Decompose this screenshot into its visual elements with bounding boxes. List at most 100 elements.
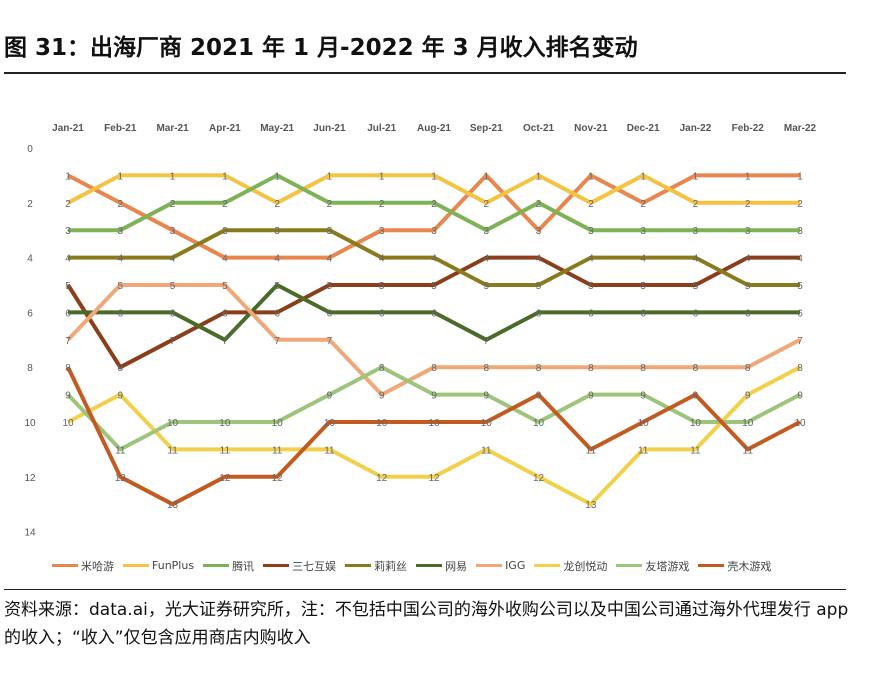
legend-label: IGG — [505, 559, 526, 572]
data-label: 3 — [379, 226, 385, 237]
series-line-网易 — [68, 283, 800, 342]
legend-swatch — [123, 564, 149, 567]
data-label: 10 — [428, 418, 440, 429]
data-label: 4 — [484, 254, 490, 265]
data-label: 4 — [222, 254, 228, 265]
data-label: 5 — [274, 281, 280, 292]
data-label: 6 — [536, 308, 542, 319]
legend-label: 腾讯 — [232, 559, 255, 573]
data-label: 5 — [588, 281, 594, 292]
data-label: 6 — [745, 308, 751, 319]
x-tick-label: Jan-21 — [52, 123, 84, 134]
legend-item: 腾讯 — [203, 558, 254, 574]
data-label: 4 — [640, 254, 646, 265]
data-label: 4 — [274, 254, 280, 265]
y-tick-label: 4 — [27, 254, 33, 265]
data-label: 10 — [638, 418, 650, 429]
data-label: 6 — [222, 308, 228, 319]
data-label: 10 — [324, 418, 336, 429]
data-label: 9 — [65, 391, 71, 402]
legend-item: 网易 — [416, 558, 467, 574]
data-label: 8 — [693, 363, 699, 374]
data-label: 2 — [431, 199, 437, 210]
legend-swatch — [616, 564, 643, 567]
data-label: 5 — [222, 281, 228, 292]
data-label: 10 — [272, 418, 284, 429]
data-label: 2 — [274, 199, 280, 210]
data-label: 11 — [743, 445, 754, 456]
x-tick-label: May-21 — [260, 123, 294, 134]
x-tick-label: Jul-21 — [367, 123, 396, 134]
data-label: 1 — [431, 171, 437, 182]
data-label: 1 — [170, 171, 176, 182]
data-label: 3 — [327, 226, 333, 237]
data-label: 10 — [794, 418, 806, 429]
data-label: 4 — [693, 254, 699, 265]
data-label: 11 — [690, 445, 701, 456]
legend-item: 龙创悦动 — [534, 558, 607, 574]
legend-label: 网易 — [445, 559, 468, 573]
data-label: 9 — [745, 391, 751, 402]
data-label: 5 — [745, 281, 751, 292]
data-label: 8 — [484, 363, 490, 374]
series-line-壳木游戏 — [66, 366, 801, 507]
data-label: 7 — [222, 336, 228, 347]
data-label: 9 — [640, 391, 646, 402]
data-label: 3 — [431, 226, 437, 237]
data-label: 3 — [222, 226, 228, 237]
legend-label: 三七互娱 — [292, 559, 337, 573]
y-tick-label: 8 — [27, 363, 33, 374]
x-tick-label: Sep-21 — [470, 123, 503, 134]
data-label: 8 — [65, 363, 71, 374]
legend-label: 壳木游戏 — [727, 559, 772, 573]
data-label: 6 — [640, 308, 646, 319]
data-label: 2 — [222, 199, 228, 210]
legend-swatch — [698, 564, 725, 567]
data-label: 6 — [118, 308, 124, 319]
series-line-腾讯 — [68, 173, 800, 233]
data-label: 3 — [797, 226, 803, 237]
data-label: 6 — [588, 308, 594, 319]
data-label: 2 — [797, 199, 803, 210]
series-line-三七互娱 — [66, 255, 800, 370]
data-label: 2 — [170, 199, 176, 210]
data-label: 4 — [431, 254, 437, 265]
data-label: 9 — [327, 391, 333, 402]
data-label: 9 — [484, 391, 490, 402]
data-label: 10 — [690, 418, 702, 429]
legend-item: 壳木游戏 — [698, 558, 771, 574]
data-label: 7 — [65, 336, 71, 347]
x-tick-label: Feb-21 — [104, 123, 137, 134]
legend-swatch — [203, 564, 230, 567]
data-label: 6 — [65, 308, 71, 319]
legend-swatch — [476, 564, 503, 567]
data-label: 6 — [327, 308, 333, 319]
data-label: 12 — [376, 473, 388, 484]
y-tick-label: 6 — [27, 308, 33, 319]
data-label: 12 — [272, 473, 284, 484]
data-label: 13 — [585, 500, 597, 511]
y-tick-label: 0 — [27, 144, 33, 155]
y-tick-label: 12 — [24, 473, 36, 484]
data-label: 4 — [327, 254, 333, 265]
legend: 米哈游 FunPlus 腾讯 三七互娱 莉莉丝 网易 IGG 龙创悦动 友塔游戏 壳木游戏 — [52, 552, 780, 574]
data-label: 5 — [484, 281, 490, 292]
legend-item: 三七互娱 — [263, 558, 336, 574]
data-label: 1 — [379, 171, 385, 182]
data-label: 11 — [638, 445, 649, 456]
series-line-龙创悦动 — [67, 365, 801, 507]
data-label: 11 — [220, 445, 231, 456]
data-label: 10 — [376, 418, 388, 429]
legend-swatch — [52, 564, 78, 567]
x-tick-label: Jan-22 — [680, 123, 712, 134]
data-label: 9 — [536, 391, 542, 402]
data-label: 10 — [742, 418, 754, 429]
legend-swatch — [416, 564, 443, 567]
data-label: 10 — [481, 418, 493, 429]
data-label: 5 — [536, 281, 542, 292]
data-label: 6 — [379, 308, 385, 319]
series-line-米哈游 — [67, 173, 800, 260]
data-label: 8 — [379, 363, 385, 374]
series-line-莉莉丝 — [68, 228, 800, 287]
data-label: 2 — [745, 199, 751, 210]
